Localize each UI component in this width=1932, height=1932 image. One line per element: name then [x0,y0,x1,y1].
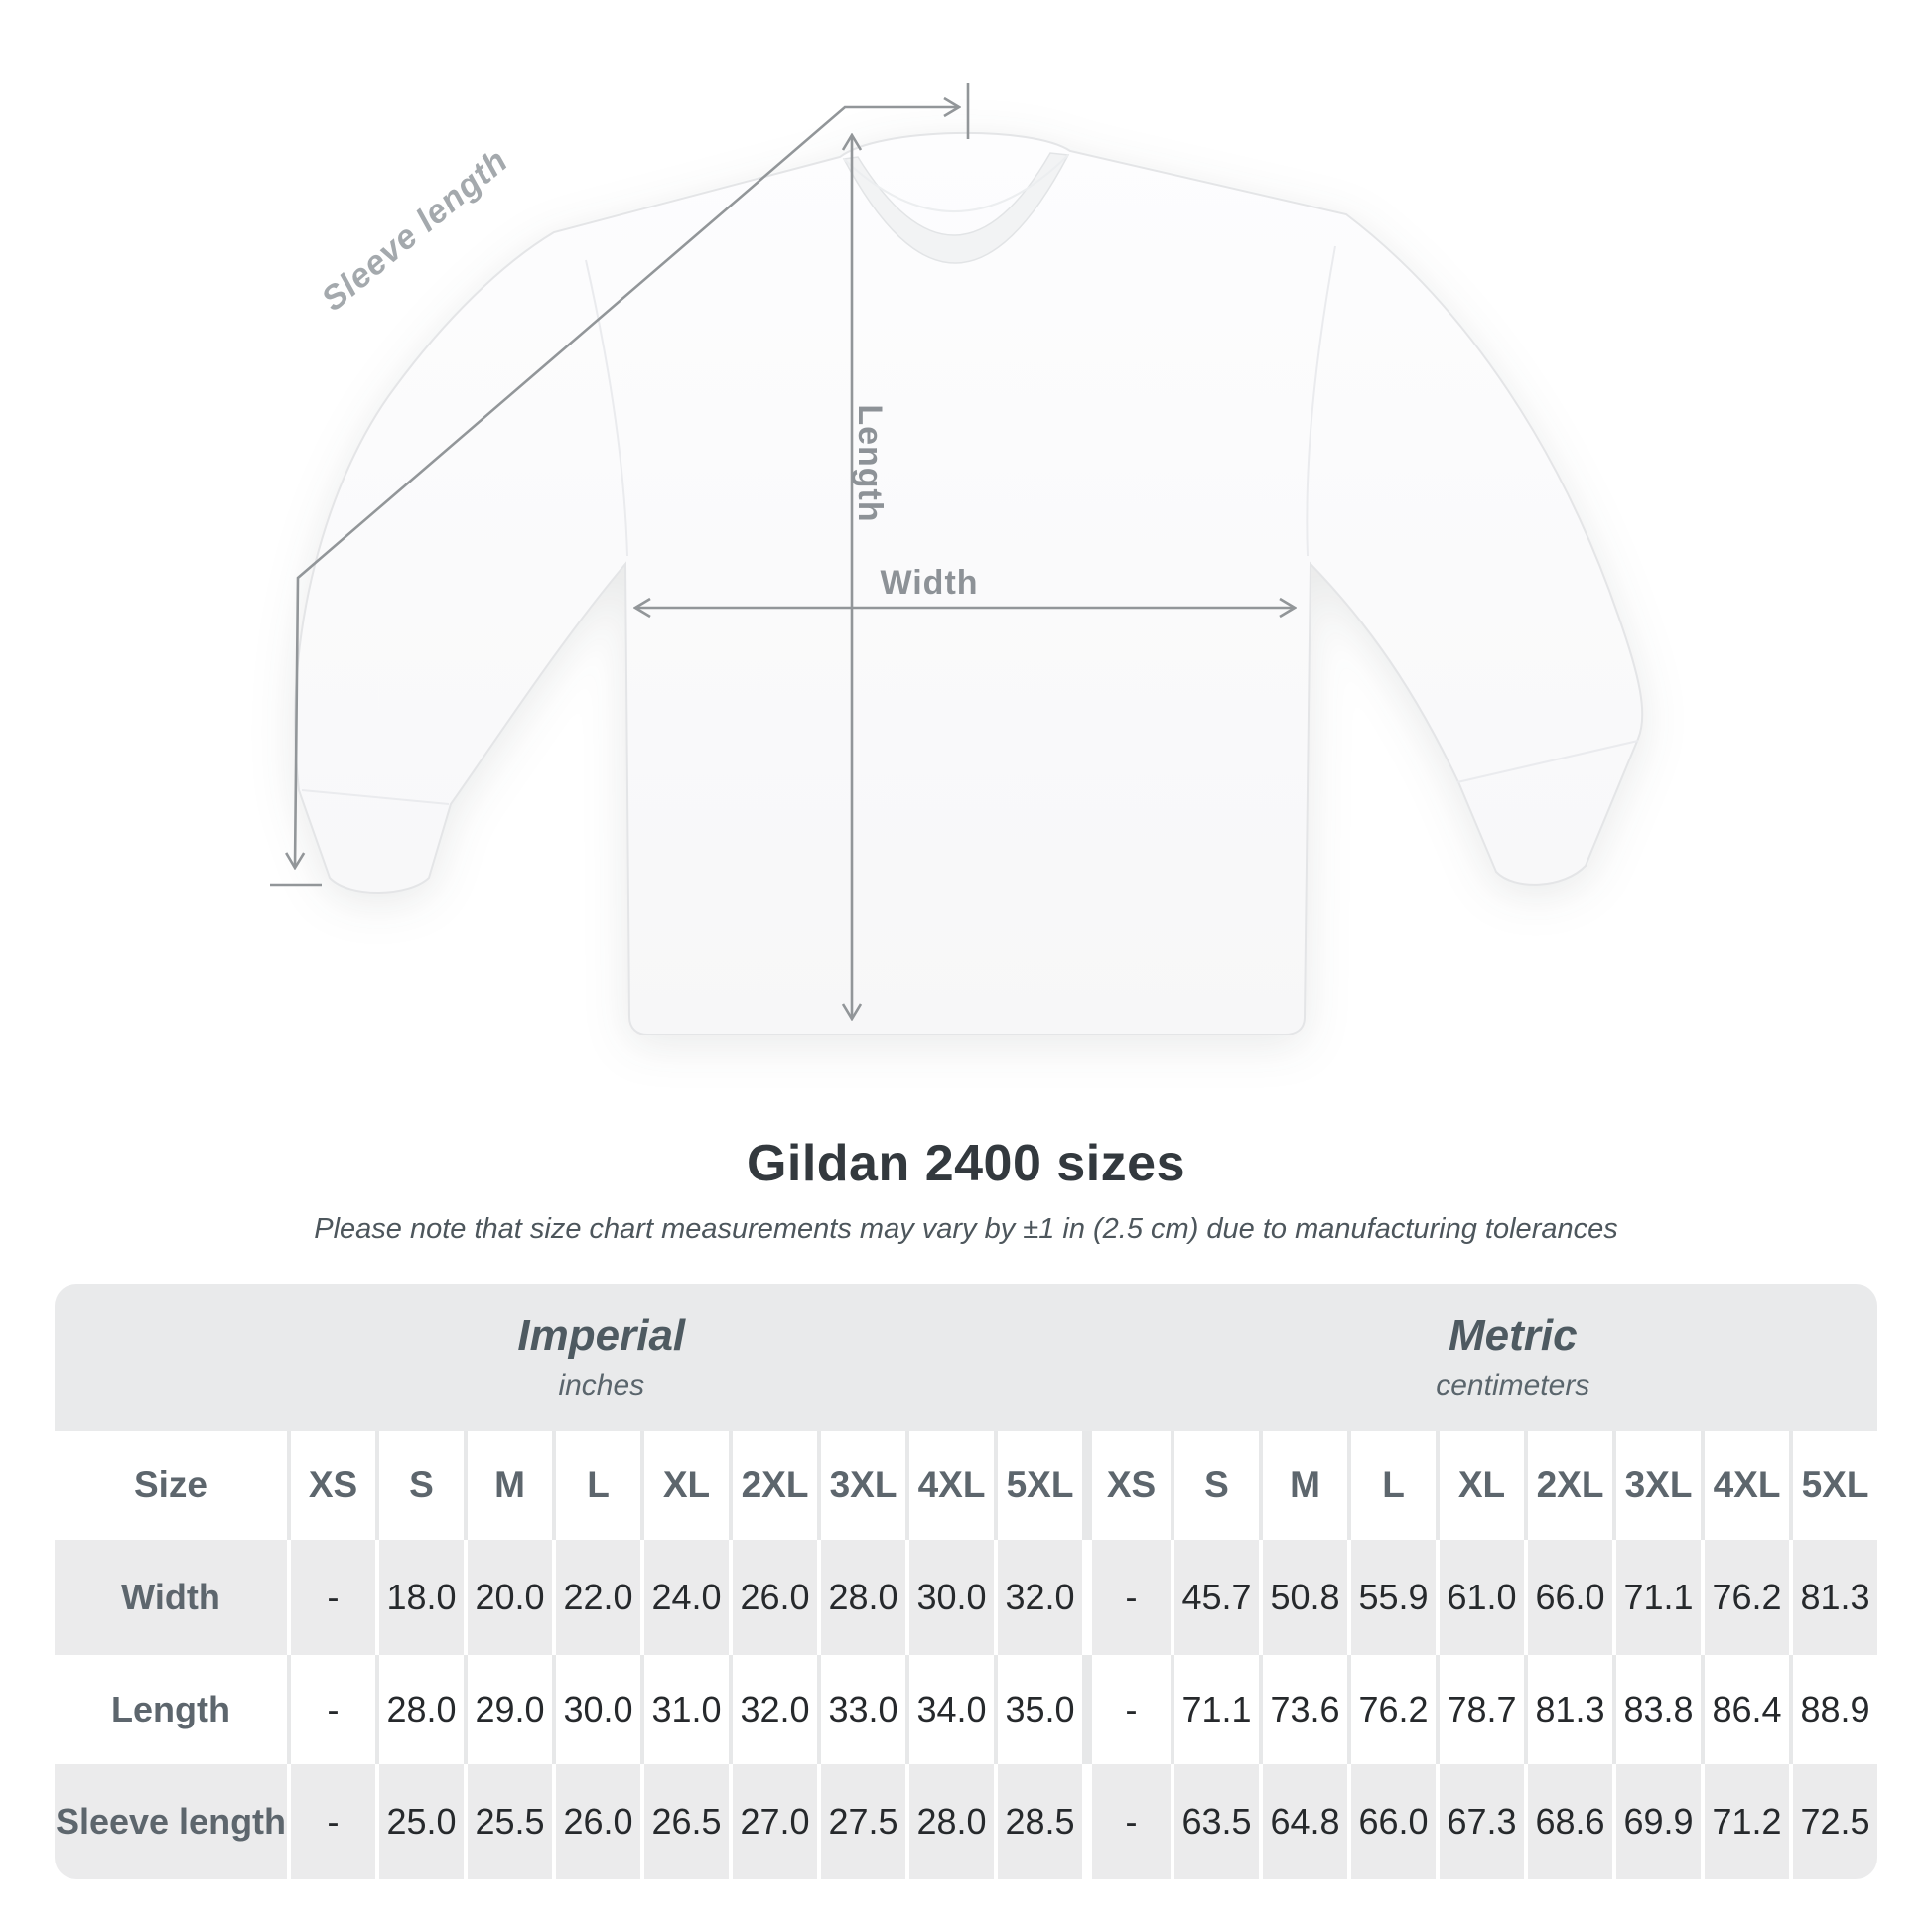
metric-label: Metric [1448,1311,1578,1360]
size-table: Imperial inches Metric centimeters Size … [55,1284,1877,1879]
size-header: 4XL [1701,1431,1789,1540]
size-header: L [552,1431,640,1540]
value-cell: 81.3 [1524,1655,1612,1764]
value-cell: 45.7 [1171,1540,1259,1655]
metric-unit-label: centimeters [1436,1369,1590,1402]
value-cell: 76.2 [1347,1655,1436,1764]
imperial-label: Imperial [517,1311,686,1360]
value-cell: 30.0 [552,1655,640,1764]
value-cell: 76.2 [1701,1540,1789,1655]
value-cell: 30.0 [905,1540,994,1655]
imperial-band: Imperial inches [55,1284,1149,1431]
value-cell: 24.0 [640,1540,729,1655]
table-row-width: Width - 18.0 20.0 22.0 24.0 26.0 28.0 30… [55,1540,1877,1655]
size-header: M [1259,1431,1347,1540]
size-header: XL [640,1431,729,1540]
size-header: 3XL [1612,1431,1701,1540]
value-cell: 68.6 [1524,1764,1612,1879]
value-cell: 55.9 [1347,1540,1436,1655]
value-cell: 67.3 [1436,1764,1524,1879]
value-cell: 88.9 [1789,1655,1877,1764]
tolerance-note: Please note that size chart measurements… [314,1213,1618,1245]
value-cell: 28.0 [375,1655,464,1764]
page-title: Gildan 2400 sizes [746,1135,1186,1192]
value-cell: 26.0 [729,1540,817,1655]
value-cell: - [1082,1764,1171,1879]
value-cell: 29.0 [464,1655,552,1764]
value-cell: 63.5 [1171,1764,1259,1879]
length-label: Length [851,404,889,522]
shirt-diagram: Sleeve length Length Width [270,83,1644,1035]
width-label: Width [880,564,978,602]
table-row-sleeve-length: Sleeve length - 25.0 25.5 26.0 26.5 27.0… [55,1764,1877,1879]
value-cell: 25.5 [464,1764,552,1879]
value-cell: 28.0 [905,1764,994,1879]
value-cell: 25.0 [375,1764,464,1879]
size-header: 4XL [905,1431,994,1540]
size-header: 3XL [817,1431,905,1540]
value-cell: 26.0 [552,1764,640,1879]
value-cell: 32.0 [994,1540,1082,1655]
size-header-row: Size XS S M L XL 2XL 3XL 4XL 5XL XS S M … [55,1431,1877,1540]
size-header: 2XL [1524,1431,1612,1540]
value-cell: 83.8 [1612,1655,1701,1764]
value-cell: - [1082,1540,1171,1655]
value-cell: - [287,1655,375,1764]
size-header: 2XL [729,1431,817,1540]
sleeve-length-line [295,107,959,868]
value-cell: 69.9 [1612,1764,1701,1879]
size-header: S [1171,1431,1259,1540]
value-cell: 27.0 [729,1764,817,1879]
value-cell: 66.0 [1347,1764,1436,1879]
imperial-unit-label: inches [558,1369,645,1402]
value-cell: 28.0 [817,1540,905,1655]
value-cell: 71.1 [1612,1540,1701,1655]
size-header: 5XL [1789,1431,1877,1540]
value-cell: 22.0 [552,1540,640,1655]
value-cell: - [287,1764,375,1879]
value-cell: - [287,1540,375,1655]
value-cell: 72.5 [1789,1764,1877,1879]
unit-band: Imperial inches Metric centimeters [55,1284,1877,1431]
value-cell: 64.8 [1259,1764,1347,1879]
value-cell: 50.8 [1259,1540,1347,1655]
value-cell: 28.5 [994,1764,1082,1879]
row-label: Sleeve length [55,1801,287,1842]
value-cell: 35.0 [994,1655,1082,1764]
value-cell: 71.1 [1171,1655,1259,1764]
value-cell: 18.0 [375,1540,464,1655]
size-header: S [375,1431,464,1540]
value-cell: 26.5 [640,1764,729,1879]
size-header: 5XL [994,1431,1082,1540]
value-cell: 81.3 [1789,1540,1877,1655]
row-label: Length [111,1689,230,1729]
table-row-length: Length - 28.0 29.0 30.0 31.0 32.0 33.0 3… [55,1655,1877,1764]
value-cell: 34.0 [905,1655,994,1764]
row-label: Width [121,1577,220,1617]
metric-band: Metric centimeters [1149,1284,1877,1431]
value-cell: 71.2 [1701,1764,1789,1879]
size-header: XS [287,1431,375,1540]
value-cell: 86.4 [1701,1655,1789,1764]
size-header: XS [1082,1431,1171,1540]
value-cell: 32.0 [729,1655,817,1764]
size-header: L [1347,1431,1436,1540]
value-cell: 73.6 [1259,1655,1347,1764]
size-header: XL [1436,1431,1524,1540]
value-cell: - [1082,1655,1171,1764]
value-cell: 66.0 [1524,1540,1612,1655]
value-cell: 20.0 [464,1540,552,1655]
value-cell: 31.0 [640,1655,729,1764]
value-cell: 33.0 [817,1655,905,1764]
size-header: M [464,1431,552,1540]
value-cell: 78.7 [1436,1655,1524,1764]
value-cell: 61.0 [1436,1540,1524,1655]
value-cell: 27.5 [817,1764,905,1879]
size-column-header: Size [133,1464,208,1505]
